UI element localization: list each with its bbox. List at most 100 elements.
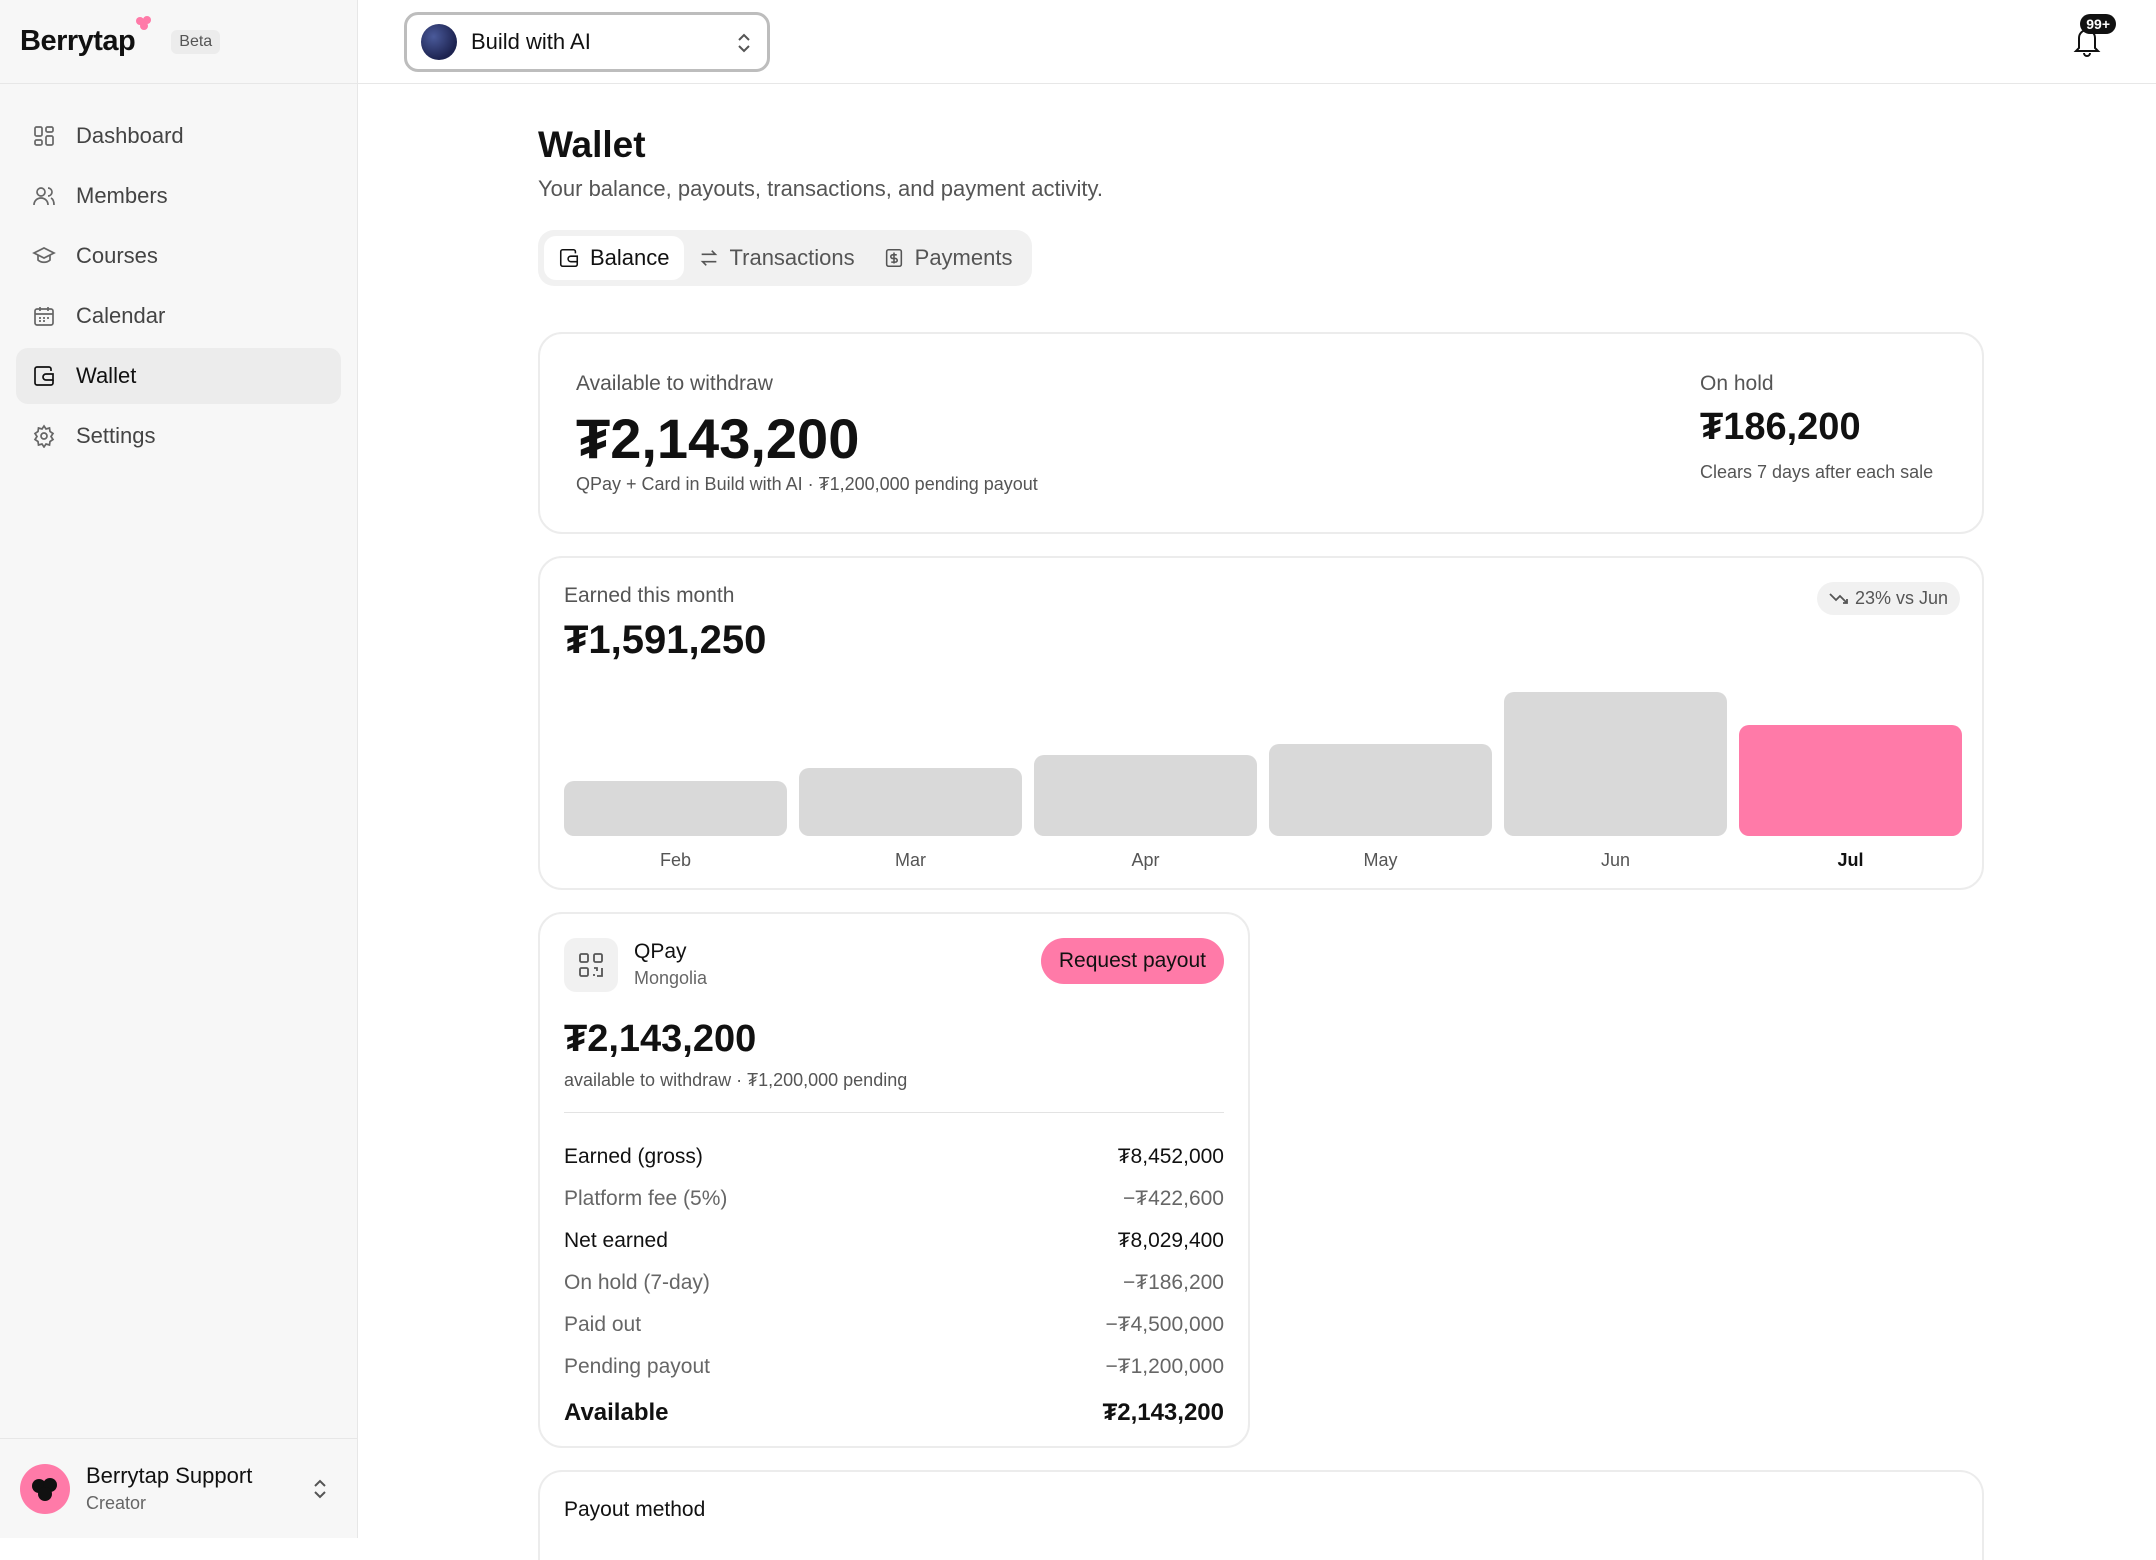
wallet-tabs: Balance Transactions Payments [538,230,1033,286]
tab-balance[interactable]: Balance [544,236,684,280]
provider-name: QPay [634,940,687,963]
chevron-up-down-icon [738,33,750,53]
sidebar-item-calendar[interactable]: Calendar [16,288,341,344]
row-value: ₮8,452,000 [1117,1145,1224,1168]
breakdown-list: Earned (gross) ₮8,452,000 Platform fee (5… [564,1136,1224,1434]
breakdown-row-on-hold: On hold (7-day) −₮186,200 [564,1262,1224,1304]
beta-badge: Beta [171,29,221,54]
sidebar-item-settings[interactable]: Settings [16,408,341,464]
user-switcher[interactable]: Berrytap Support Creator [0,1438,358,1538]
chart-label-apr: Apr [1131,850,1160,870]
chart-bar-mar [799,768,1022,836]
user-name: Berrytap Support [86,1463,253,1488]
sidebar-item-label: Settings [76,423,156,448]
brand-header: Berrytap Beta [0,0,357,84]
breakdown-row-earned-gross: Earned (gross) ₮8,452,000 [564,1136,1224,1178]
on-hold-note: Clears 7 days after each sale [1700,462,1934,482]
trend-down-icon [1829,592,1848,604]
row-label: Available [564,1399,669,1426]
row-label: On hold (7-day) [564,1271,710,1294]
members-icon [32,184,56,208]
breakdown-row-pending-payout: Pending payout −₮1,200,000 [564,1346,1224,1388]
trend-text: 23% vs Jun [1854,588,1948,608]
breakdown-row-net-earned: Net earned ₮8,029,400 [564,1220,1224,1262]
chart-label-jul: Jul [1837,850,1864,870]
payout-method-card: Payout method [538,1470,1984,1560]
row-value: ₮8,029,400 [1117,1229,1224,1252]
divider [564,1112,1224,1113]
row-value: −₮422,600 [1122,1187,1224,1210]
receipt-icon [885,248,902,268]
row-value: −₮4,500,000 [1105,1313,1224,1336]
breakdown-row-paid-out: Paid out −₮4,500,000 [564,1304,1224,1346]
tab-label: Transactions [729,245,855,270]
row-label: Platform fee (5%) [564,1187,728,1210]
transfer-icon [700,250,717,266]
sidebar-item-wallet[interactable]: Wallet [16,348,341,404]
chart-bar-feb [564,781,787,836]
tab-label: Payments [914,245,1013,270]
chart-label-mar: Mar [895,850,926,870]
qpay-amount: ₮2,143,200 [564,1018,757,1060]
space-name: Build with AI [471,29,591,54]
on-hold-amount: ₮186,200 [1700,406,1861,448]
chart-label-feb: Feb [659,850,692,870]
page-title: Wallet [538,124,646,165]
user-role: Creator [86,1493,147,1513]
available-note: QPay + Card in Build with AI · ₮1,200,00… [576,474,1038,494]
courses-icon [32,244,56,268]
payout-method-title: Payout method [564,1498,706,1521]
settings-icon [32,424,56,448]
sidebar-item-label: Wallet [76,363,137,388]
topbar: Build with AI 99+ [358,0,2156,84]
on-hold-label: On hold [1700,372,1774,395]
sidebar-item-members[interactable]: Members [16,168,341,224]
avatar [20,1463,70,1514]
sidebar-item-label: Members [76,183,168,208]
row-label: Pending payout [564,1355,710,1378]
sidebar-item-courses[interactable]: Courses [16,228,341,284]
chart-bar-apr [1034,755,1257,836]
tab-label: Balance [590,245,670,270]
earned-label: Earned this month [564,584,735,607]
wallet-icon [559,248,579,268]
sidebar-item-label: Dashboard [76,123,184,148]
qpay-note: available to withdraw · ₮1,200,000 pendi… [564,1070,908,1090]
breakdown-row-platform-fee: Platform fee (5%) −₮422,600 [564,1178,1224,1220]
wallet-icon [32,364,56,388]
chart-bar-may [1269,744,1492,836]
chart-bar-jul [1739,725,1962,836]
chevron-up-down-icon [314,1479,326,1499]
row-label: Paid out [564,1313,642,1336]
chart-label-jun: Jun [1600,850,1631,870]
available-label: Available to withdraw [576,372,773,395]
chart-label-may: May [1363,850,1398,870]
dashboard-icon [32,124,56,148]
space-avatar [421,24,457,60]
brand-name: Berrytap [20,25,136,57]
tab-payments[interactable]: Payments [869,236,1027,280]
sidebar-item-dashboard[interactable]: Dashboard [16,108,341,164]
row-value: −₮1,200,000 [1105,1355,1224,1378]
berry-logo-icon [32,1477,57,1501]
breakdown-row-available: Available ₮2,143,200 [564,1392,1224,1434]
row-value: ₮2,143,200 [1102,1399,1224,1426]
row-label: Net earned [564,1229,668,1252]
trend-badge: 23% vs Jun [1816,582,1960,615]
tab-transactions[interactable]: Transactions [684,236,869,280]
berry-icon [136,16,152,30]
space-selector[interactable]: Build with AI [404,12,770,72]
sidebar: Berrytap Beta Dashboard Members Courses … [0,0,358,1538]
earned-amount: ₮1,591,250 [564,618,767,662]
sidebar-item-label: Calendar [76,303,166,328]
chart-bar-jun [1504,692,1727,836]
earned-card: Earned this month ₮1,591,250 23% vs Jun … [538,556,1984,890]
request-payout-button[interactable]: Request payout [1040,938,1224,984]
row-label: Earned (gross) [564,1145,703,1168]
brand-logo[interactable]: Berrytap [20,16,152,58]
qr-code-icon [564,938,618,992]
sidebar-nav: Dashboard Members Courses Calendar Walle… [0,84,357,464]
qpay-card: QPay Mongolia Request payout ₮2,143,200 … [538,912,1250,1448]
main-content: Wallet Your balance, payouts, transactio… [538,84,1984,1560]
available-amount: ₮2,143,200 [576,407,860,470]
